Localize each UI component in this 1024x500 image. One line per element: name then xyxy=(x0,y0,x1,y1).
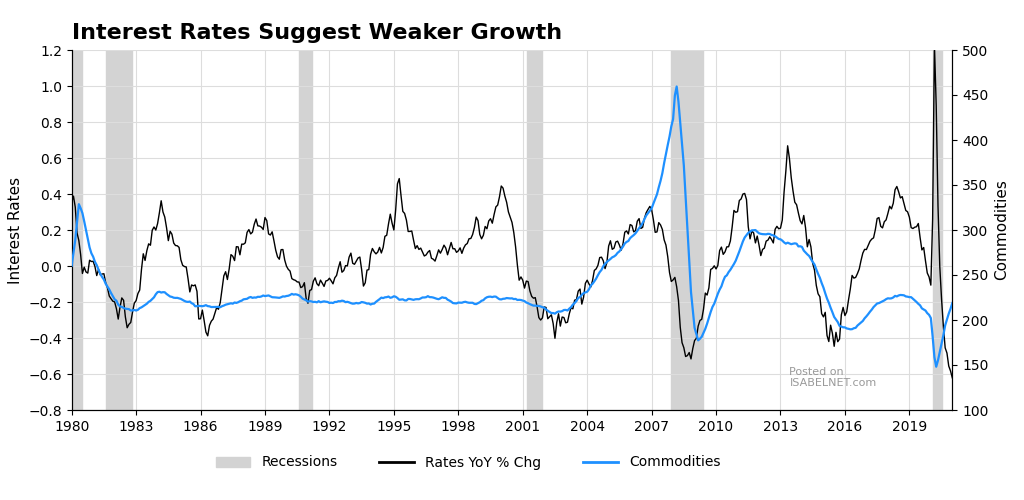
Bar xyxy=(72,50,82,410)
Y-axis label: Commodities: Commodities xyxy=(994,180,1009,280)
Bar xyxy=(933,50,942,410)
Bar xyxy=(299,50,312,410)
Bar xyxy=(527,50,542,410)
Text: Posted on
ISABELNET.com: Posted on ISABELNET.com xyxy=(790,367,877,388)
Bar xyxy=(106,50,132,410)
Bar xyxy=(671,50,703,410)
Text: Interest Rates Suggest Weaker Growth: Interest Rates Suggest Weaker Growth xyxy=(72,23,562,43)
Y-axis label: Interest Rates: Interest Rates xyxy=(8,176,23,284)
Legend: Recessions, Rates YoY % Chg, Commodities: Recessions, Rates YoY % Chg, Commodities xyxy=(210,450,726,475)
